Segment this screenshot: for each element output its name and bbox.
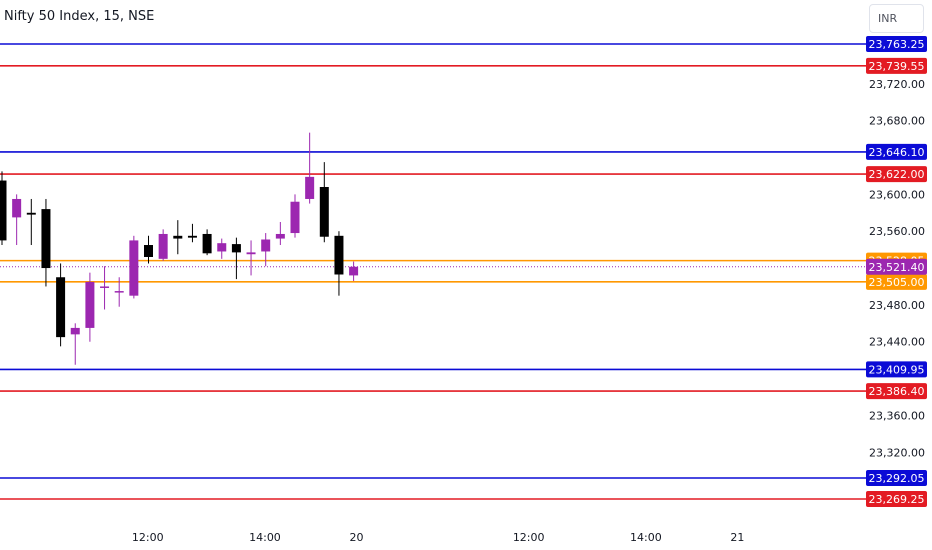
level-lines [0,43,866,500]
price-tick-label: 23,680.00 [869,115,925,128]
candle [26,198,36,246]
candle [114,277,124,307]
time-tick-label: 14:00 [249,531,281,544]
time-tick-label: 12:00 [513,531,545,544]
price-tick-label: 23,720.00 [869,78,925,91]
price-badge-blue: 23,292.05 [866,470,927,486]
candle [231,237,241,280]
candle [85,272,95,342]
price-axis[interactable]: 23,720.00 23,680.00 23,600.00 23,560.00 23,4… [869,78,925,459]
price-tick-label: 23,440.00 [869,336,925,349]
svg-text:23,269.25: 23,269.25 [869,493,925,506]
candle [246,240,256,276]
svg-text:23,505.00: 23,505.00 [869,276,925,289]
candle [261,233,271,267]
svg-text:23,622.00: 23,622.00 [869,168,925,181]
svg-text:23,409.95: 23,409.95 [869,363,925,376]
svg-text:23,739.55: 23,739.55 [869,60,925,73]
time-tick-label: 12:00 [132,531,164,544]
candle [319,162,329,243]
candle [144,235,153,264]
price-badge-red: 23,622.00 [866,166,927,183]
candle [70,323,80,365]
time-tick-label: 21 [730,531,744,544]
candle [217,238,227,259]
candles [0,132,359,365]
price-badges: 23,763.25 23,739.55 23,646.10 23,622.00 23,5… [866,36,927,507]
svg-text:23,646.10: 23,646.10 [869,146,925,159]
candle [100,266,110,310]
candle [173,220,183,255]
svg-text:23,386.40: 23,386.40 [869,385,925,398]
price-badge-red: 23,269.25 [866,491,927,507]
svg-text:23,763.25: 23,763.25 [869,38,925,51]
time-tick-label: 20 [350,531,364,544]
candle [158,229,168,261]
last-price-badge: 23,521.40 [866,258,927,275]
price-badge-orange: 23,505.00 [866,273,927,290]
currency-button[interactable]: INR [869,4,924,33]
price-badge-blue: 23,646.10 [866,143,927,160]
candle [290,194,300,238]
candle [275,221,285,246]
candle [202,229,212,256]
price-badge-red: 23,739.55 [866,57,927,74]
candle [187,223,197,243]
price-badge-blue: 23,763.25 [866,36,927,52]
candle [12,194,22,246]
price-badge-blue: 23,409.95 [866,361,927,378]
candle [305,132,315,204]
svg-text:23,292.05: 23,292.05 [869,472,925,485]
candle [349,261,359,281]
time-tick-label: 14:00 [630,531,662,544]
candle [334,231,344,296]
price-badge-red: 23,386.40 [866,383,927,400]
price-tick-label: 23,600.00 [869,188,925,201]
symbol-title[interactable]: Nifty 50 Index, 15, NSE [4,9,155,24]
candle [129,235,139,299]
candle [56,263,66,347]
svg-text:23,521.40: 23,521.40 [869,261,925,274]
price-tick-label: 23,320.00 [869,446,925,459]
candle [41,198,51,287]
price-tick-label: 23,360.00 [869,409,925,422]
price-tick-label: 23,480.00 [869,299,925,312]
price-tick-label: 23,560.00 [869,225,925,238]
candle [0,171,7,246]
